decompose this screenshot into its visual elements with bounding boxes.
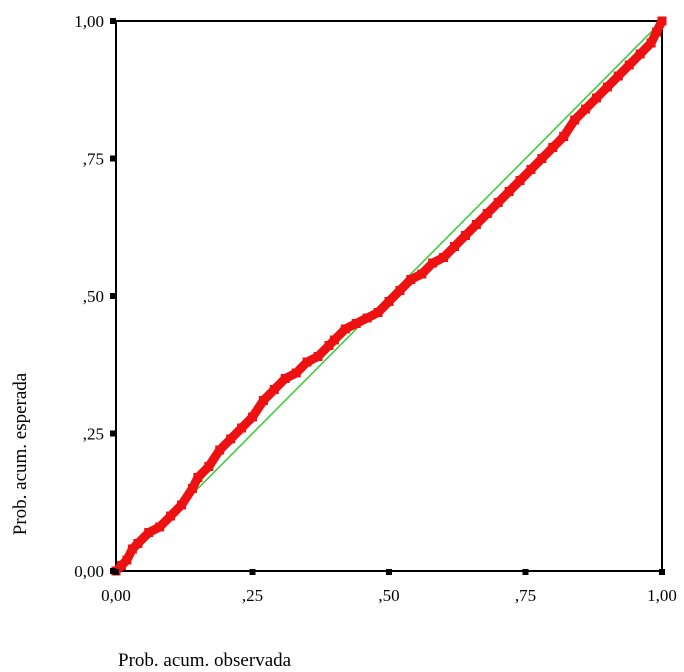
data-point bbox=[269, 385, 279, 394]
data-point bbox=[460, 231, 470, 240]
x-tick-label: ,75 bbox=[515, 586, 536, 605]
data-point bbox=[302, 357, 312, 367]
y-tick-label: ,25 bbox=[83, 425, 104, 444]
data-point bbox=[406, 275, 416, 284]
y-tick-label: ,50 bbox=[83, 287, 104, 306]
data-point bbox=[526, 165, 536, 174]
data-point bbox=[384, 297, 394, 306]
y-tick bbox=[110, 18, 116, 24]
y-tick-label: 0,00 bbox=[74, 562, 104, 581]
data-point bbox=[313, 352, 323, 361]
y-tick bbox=[110, 155, 116, 162]
x-tick-label: ,25 bbox=[242, 586, 263, 605]
data-point bbox=[559, 132, 569, 141]
x-tick bbox=[249, 569, 256, 575]
data-point bbox=[215, 445, 225, 455]
data-point bbox=[116, 561, 126, 570]
data-point bbox=[204, 462, 214, 471]
data-point bbox=[428, 258, 438, 268]
data-point bbox=[122, 555, 132, 565]
y-axis-title: Prob. acum. esperada bbox=[10, 372, 31, 535]
data-point bbox=[133, 539, 143, 548]
x-tick bbox=[522, 569, 529, 575]
y-tick-label: 1,00 bbox=[74, 12, 104, 31]
y-tick bbox=[110, 568, 116, 574]
x-tick bbox=[659, 569, 665, 575]
data-point bbox=[581, 104, 591, 114]
data-point bbox=[471, 220, 481, 229]
data-point bbox=[127, 544, 137, 554]
data-point bbox=[340, 324, 350, 334]
data-point bbox=[482, 209, 492, 218]
data-point bbox=[515, 176, 525, 185]
data-point bbox=[450, 242, 460, 251]
data-point bbox=[226, 434, 236, 444]
x-tick-label: 1,00 bbox=[647, 586, 677, 605]
data-point bbox=[537, 154, 547, 163]
data-point bbox=[439, 253, 449, 262]
data-point bbox=[166, 511, 176, 521]
data-point bbox=[258, 396, 268, 405]
x-axis-title: Prob. acum. observada bbox=[118, 650, 292, 671]
data-point bbox=[329, 335, 339, 345]
data-point bbox=[324, 341, 334, 350]
data-point bbox=[395, 286, 405, 295]
data-point bbox=[155, 522, 165, 532]
data-point bbox=[351, 319, 361, 328]
data-point bbox=[570, 115, 580, 125]
data-point bbox=[646, 38, 656, 48]
data-point bbox=[635, 49, 645, 59]
data-point bbox=[362, 313, 372, 323]
data-point bbox=[193, 473, 203, 482]
data-point bbox=[187, 484, 197, 493]
data-point bbox=[624, 60, 634, 70]
data-point bbox=[248, 412, 257, 422]
data-point bbox=[237, 423, 247, 433]
data-point bbox=[548, 143, 558, 152]
x-tick-label: ,50 bbox=[378, 586, 399, 605]
data-point bbox=[493, 198, 503, 207]
data-point bbox=[177, 500, 187, 510]
data-point bbox=[291, 368, 301, 378]
x-tick bbox=[386, 569, 392, 575]
data-point bbox=[504, 187, 514, 196]
x-tick-label: 0,00 bbox=[101, 586, 131, 605]
data-point bbox=[280, 374, 290, 383]
data-point bbox=[373, 308, 383, 317]
data-point bbox=[652, 27, 662, 37]
y-tick bbox=[110, 293, 116, 299]
y-tick bbox=[110, 430, 116, 437]
data-point bbox=[417, 269, 427, 279]
data-point bbox=[602, 82, 612, 92]
data-point bbox=[591, 93, 601, 103]
data-point bbox=[657, 16, 667, 26]
y-tick-label: ,75 bbox=[83, 150, 104, 169]
data-point bbox=[613, 71, 623, 81]
axis-ticks-layer: 0,00 ,25 ,50 ,75 1,00 0,00 ,25 ,50 ,75 1,00 bbox=[74, 12, 677, 605]
data-point bbox=[144, 528, 154, 537]
data-points-layer bbox=[111, 16, 667, 576]
